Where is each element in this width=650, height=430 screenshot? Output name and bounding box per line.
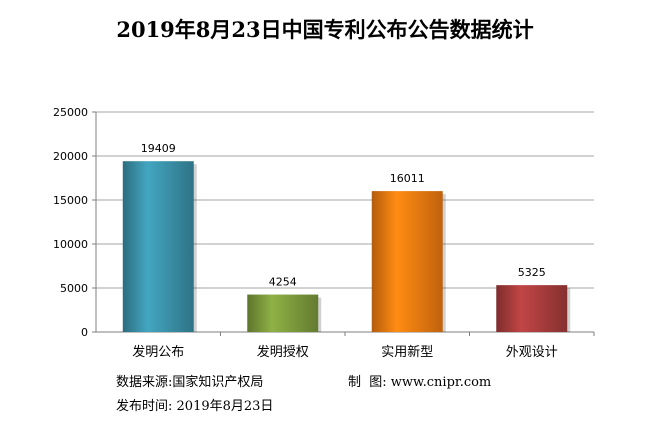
bar (372, 191, 443, 332)
bar (123, 161, 194, 332)
y-tick-label: 25000 (53, 106, 88, 119)
x-tick-label: 发明公布 (132, 344, 184, 360)
bars (123, 161, 570, 332)
y-tick-label: 5000 (60, 282, 88, 295)
y-tick-label: 20000 (53, 150, 88, 163)
data-source-line: 数据来源:国家知识产权局 (116, 371, 263, 390)
y-tick-label: 0 (81, 326, 88, 339)
data-source-label: 数据来源: (116, 375, 172, 390)
publisher-line: 制 图: www.cnipr.com (348, 371, 491, 390)
x-tick-label: 外观设计 (506, 345, 558, 360)
x-tick-label: 实用新型 (381, 344, 433, 360)
y-tick-label: 15000 (53, 194, 88, 207)
data-label: 16011 (390, 172, 425, 185)
bar (247, 295, 318, 332)
publish-date-label: 发布时间: (116, 399, 172, 414)
y-tick-label: 10000 (53, 238, 88, 251)
publish-date-line: 发布时间: 2019年8月23日 (116, 395, 273, 414)
publisher-value: www.cnipr.com (391, 375, 491, 390)
data-label: 4254 (269, 276, 297, 289)
data-label: 5325 (518, 266, 546, 279)
bar (496, 285, 567, 332)
data-source-value: 国家知识产权局 (172, 375, 263, 390)
publisher-label: 制 图: (348, 375, 387, 390)
x-tick-label: 发明授权 (257, 344, 309, 360)
publish-date-value: 2019年8月23日 (177, 399, 274, 414)
data-label: 19409 (141, 142, 176, 155)
